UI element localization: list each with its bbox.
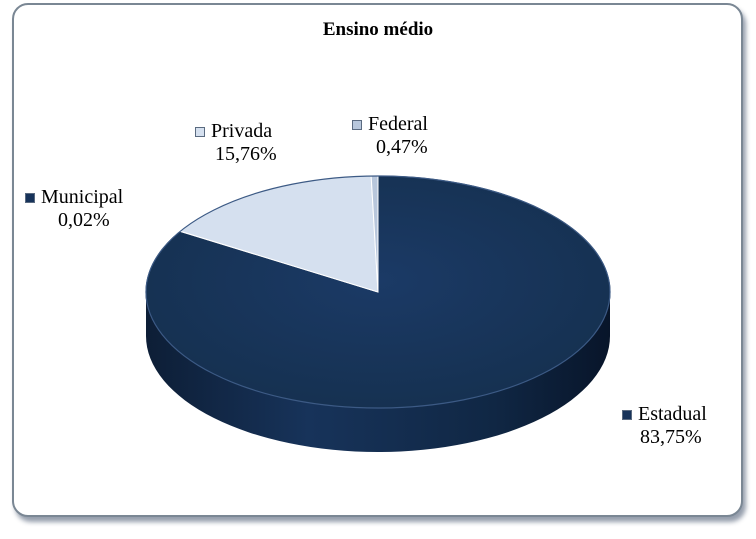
- federal-swatch-icon: [352, 119, 362, 130]
- privada-swatch-icon: [195, 126, 205, 137]
- label-municipal: Municipal 0,02%: [25, 186, 123, 232]
- label-municipal-pct: 0,02%: [58, 209, 110, 231]
- pie-side-wall: [146, 292, 610, 452]
- estadual-swatch-icon: [622, 409, 632, 420]
- label-municipal-name: Municipal: [41, 186, 124, 208]
- label-privada: Privada 15,76%: [195, 120, 277, 166]
- pie-rim: [145, 175, 611, 409]
- label-estadual: Estadual 83,75%: [622, 403, 707, 449]
- label-estadual-name: Estadual: [638, 403, 707, 425]
- chart-title: Ensino médio: [322, 19, 434, 40]
- label-federal: Federal 0,47%: [352, 113, 428, 159]
- label-federal-name: Federal: [368, 113, 428, 135]
- municipal-swatch-icon: [25, 192, 35, 203]
- label-federal-pct: 0,47%: [376, 136, 428, 158]
- pie-side-wall-shape: [146, 292, 610, 452]
- label-privada-pct: 15,76%: [215, 143, 277, 165]
- label-estadual-pct: 83,75%: [640, 426, 702, 448]
- label-privada-name: Privada: [211, 120, 273, 142]
